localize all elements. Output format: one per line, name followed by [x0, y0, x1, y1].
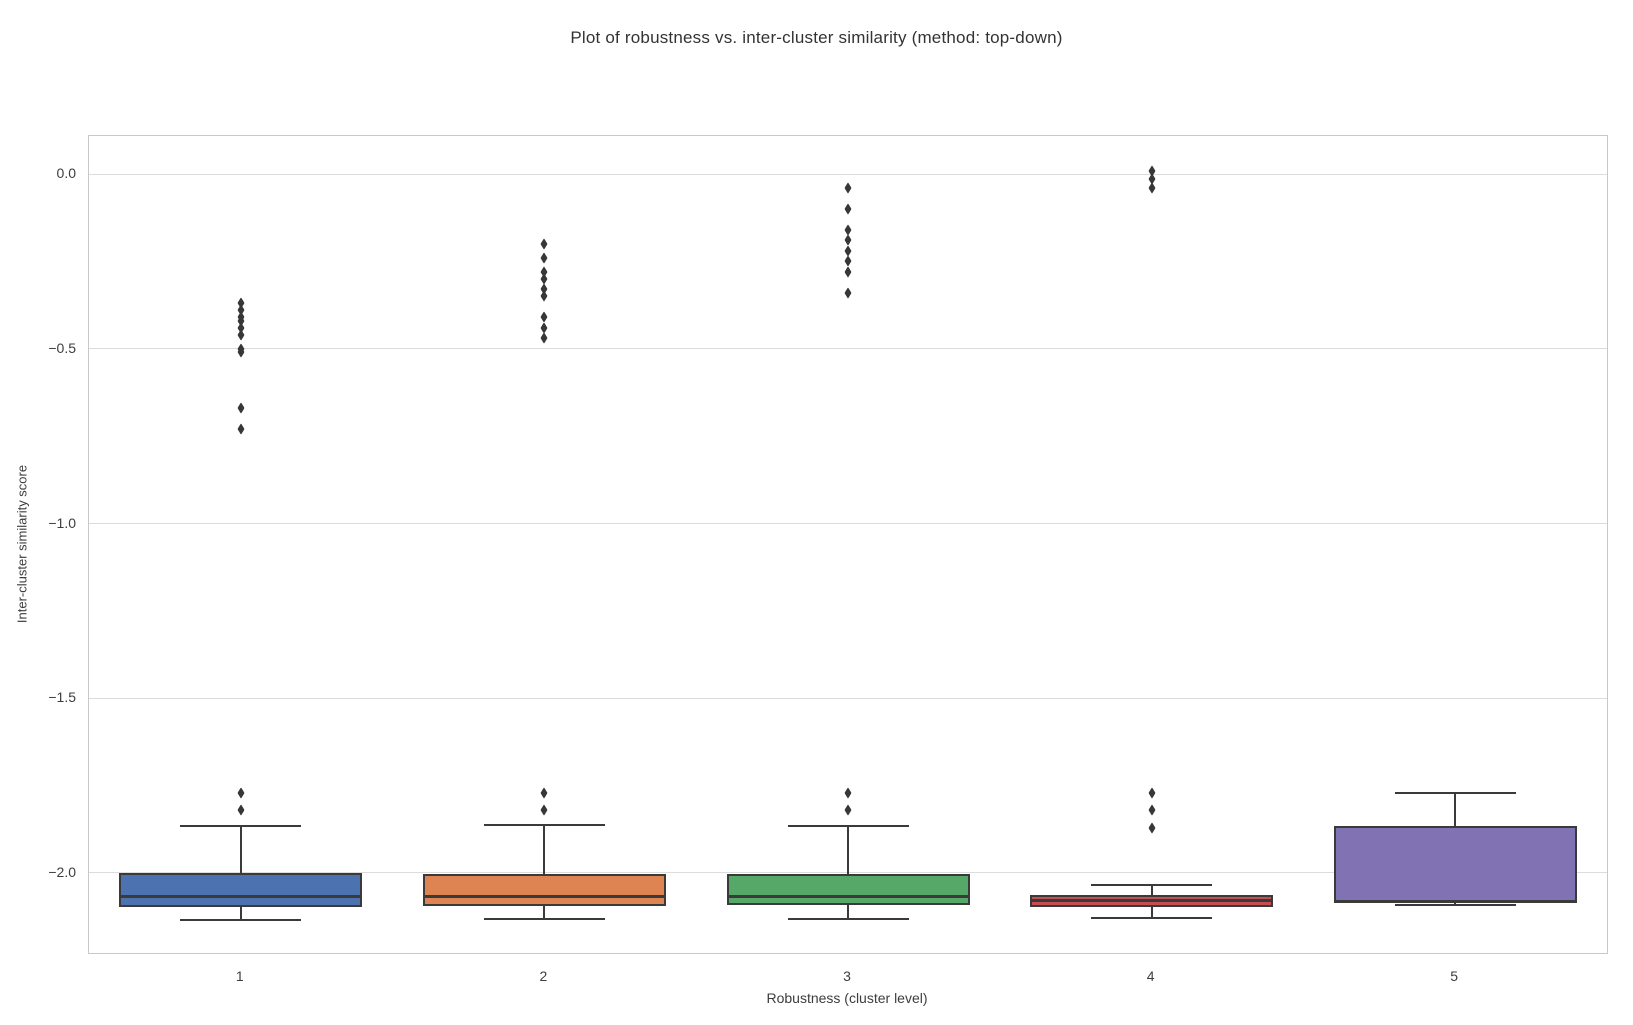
- outlier-diamond: [540, 332, 548, 344]
- outlier-diamond: [844, 804, 852, 816]
- outlier-diamond: [540, 786, 548, 799]
- upper-whisker-line: [239, 826, 242, 873]
- outlier-diamond: [540, 322, 548, 334]
- lower-whisker-line: [847, 905, 849, 920]
- outlier-diamond: [844, 287, 852, 299]
- chart-title: Plot of robustness vs. inter-cluster sim…: [570, 28, 1063, 47]
- y-tick-label: −0.5: [48, 339, 76, 356]
- x-tick-label: 3: [843, 968, 851, 984]
- box: [422, 873, 666, 906]
- box: [1333, 826, 1577, 904]
- outlier-diamond: [1148, 182, 1156, 194]
- outlier-diamond: [1148, 786, 1156, 799]
- upper-whisker-cap: [1091, 883, 1213, 886]
- x-tick-label: 4: [1146, 968, 1155, 984]
- outlier-diamond: [237, 804, 245, 816]
- lower-whisker-cap: [1091, 916, 1213, 919]
- outlier-diamond: [540, 252, 548, 264]
- y-axis-label: Inter-cluster similarity score: [14, 464, 30, 624]
- box: [726, 873, 970, 906]
- outlier-diamond: [540, 311, 548, 324]
- upper-whisker-line: [543, 825, 546, 874]
- y-gridline: [89, 348, 1607, 350]
- x-tick-label: 1: [235, 968, 244, 984]
- lower-whisker-cap: [787, 918, 909, 921]
- outlier-diamond: [844, 203, 852, 215]
- median-line: [1030, 899, 1274, 903]
- upper-whisker-line: [1454, 792, 1457, 827]
- outlier-diamond: [844, 786, 852, 799]
- median-line: [1333, 900, 1577, 904]
- median-line: [422, 894, 666, 898]
- y-tick-label: −1.5: [48, 689, 76, 706]
- upper-whisker-line: [847, 826, 849, 874]
- upper-whisker-cap: [180, 825, 302, 828]
- y-tick-label: 0.0: [56, 165, 76, 182]
- median-line: [726, 894, 970, 898]
- y-tick-label: −2.0: [48, 863, 76, 880]
- x-tick-label: 5: [1450, 968, 1459, 984]
- upper-whisker-cap: [483, 824, 605, 827]
- outlier-diamond: [844, 182, 852, 194]
- lower-whisker-cap: [180, 919, 302, 922]
- outlier-diamond: [1148, 804, 1156, 816]
- y-gridline: [89, 523, 1607, 525]
- upper-whisker-cap: [1394, 791, 1516, 794]
- upper-whisker-line: [1150, 884, 1153, 895]
- outlier-diamond: [540, 238, 548, 250]
- lower-whisker-cap: [483, 918, 605, 921]
- box: [119, 872, 363, 907]
- lower-whisker-line: [1150, 906, 1153, 918]
- outlier-diamond: [540, 804, 548, 816]
- y-tick-label: −1.0: [48, 514, 76, 531]
- outlier-diamond: [1148, 821, 1156, 834]
- outlier-diamond: [540, 273, 548, 285]
- outlier-diamond: [844, 266, 852, 278]
- median-line: [119, 894, 363, 898]
- lower-whisker-line: [1454, 903, 1457, 906]
- outlier-diamond: [237, 423, 245, 435]
- x-tick-label: 2: [539, 968, 548, 984]
- y-gridline: [89, 697, 1607, 699]
- outlier-diamond: [237, 786, 245, 799]
- upper-whisker-cap: [787, 825, 909, 828]
- y-gridline: [89, 173, 1607, 175]
- outlier-diamond: [237, 402, 245, 414]
- lower-whisker-line: [543, 905, 546, 920]
- outlier-diamond: [540, 290, 548, 303]
- lower-whisker-line: [239, 906, 242, 921]
- plot-area: [88, 135, 1608, 954]
- x-axis-label: Robustness (cluster level): [766, 990, 928, 1006]
- lower-whisker-cap: [1394, 904, 1516, 907]
